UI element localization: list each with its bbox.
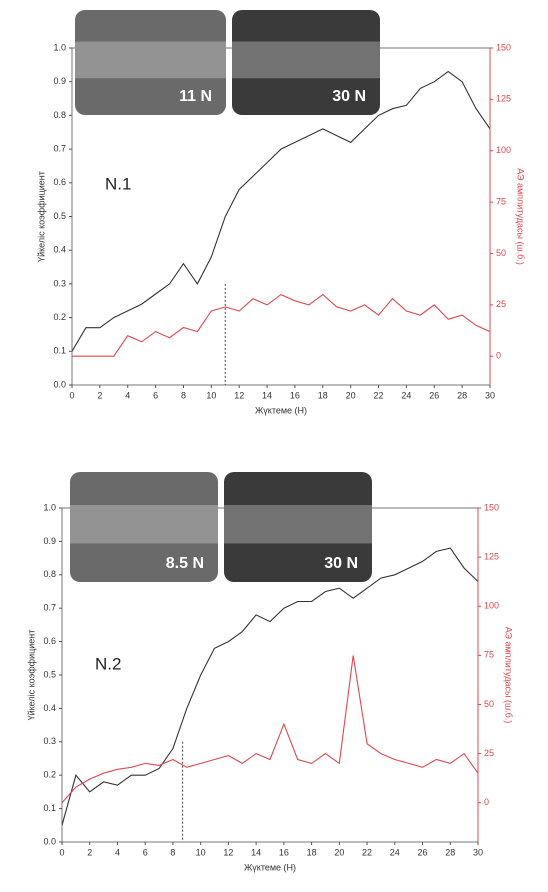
- inset-band: [224, 505, 372, 544]
- x-tick-label: 24: [401, 390, 411, 400]
- y-tick-label: 0.1: [43, 803, 56, 813]
- y-tick-label: 0.4: [43, 703, 56, 713]
- y-tick-label: 0.5: [43, 669, 56, 679]
- x-tick-label: 18: [318, 390, 328, 400]
- x-tick-label: 2: [97, 390, 102, 400]
- series-line: [71, 70, 491, 352]
- x-tick-label: 28: [457, 390, 467, 400]
- y-tick-label: 0.6: [43, 636, 56, 646]
- inset-label: 11 N: [179, 88, 212, 105]
- x-tick-label: 12: [234, 390, 244, 400]
- y2-tick-label: 125: [484, 551, 499, 561]
- x-tick-label: 30: [485, 390, 495, 400]
- x-tick-label: 4: [115, 847, 120, 857]
- y2-tick-label: 125: [496, 94, 511, 104]
- y2-tick-label: 25: [484, 748, 494, 758]
- y-tick-label: 0.9: [43, 536, 56, 546]
- x-tick-label: 0: [69, 390, 74, 400]
- x-tick-label: 8: [170, 847, 175, 857]
- y-tick-label: 0.0: [53, 379, 66, 389]
- x-tick-label: 22: [362, 847, 372, 857]
- y2-tick-label: 0: [496, 351, 501, 361]
- y2-tick-label: 50: [484, 699, 494, 709]
- y2-tick-label: 150: [496, 42, 511, 52]
- y-tick-label: 0.9: [53, 76, 66, 86]
- series-line: [61, 655, 479, 804]
- x-tick-label: 6: [153, 390, 158, 400]
- y2-tick-label: 75: [484, 650, 494, 660]
- y-tick-label: 0.5: [53, 211, 66, 221]
- x-tick-label: 6: [143, 847, 148, 857]
- inset-label: 8.5 N: [166, 555, 204, 572]
- inset-band: [70, 505, 218, 544]
- y2-axis-title: АЭ амплитудасы (ш.б.): [504, 627, 514, 724]
- y-axis-title: Үйкеліс коэффициент: [26, 630, 36, 721]
- y-tick-label: 0.7: [43, 603, 56, 613]
- x-tick-label: 12: [223, 847, 233, 857]
- y2-tick-label: 75: [496, 196, 506, 206]
- x-tick-label: 4: [125, 390, 130, 400]
- y-tick-label: 0.6: [53, 177, 66, 187]
- x-tick-label: 10: [196, 847, 206, 857]
- inset-band: [232, 41, 380, 79]
- x-tick-label: 20: [334, 847, 344, 857]
- y2-tick-label: 25: [496, 299, 506, 309]
- y2-tick-label: 150: [484, 502, 499, 512]
- series-line: [72, 293, 491, 357]
- y-tick-label: 1.0: [53, 42, 66, 52]
- y-tick-label: 0.8: [53, 110, 66, 120]
- chart-annotation: N.2: [95, 654, 121, 673]
- y2-axis-title: АЭ амплитудасы (ш.б.): [516, 168, 526, 265]
- x-tick-label: 22: [374, 390, 384, 400]
- y-tick-label: 0.4: [53, 245, 66, 255]
- y-tick-label: 0.2: [53, 312, 66, 322]
- chart-annotation: N.1: [105, 174, 131, 193]
- x-tick-label: 14: [251, 847, 261, 857]
- y-axis-title: Үйкеліс коэффициент: [36, 171, 46, 262]
- inset-band: [75, 41, 226, 79]
- x-axis-title: Жүктеме (Н): [255, 405, 307, 415]
- y-tick-label: 0.7: [53, 143, 66, 153]
- inset-label: 30 N: [332, 88, 366, 105]
- x-tick-label: 24: [390, 847, 400, 857]
- inset-label: 30 N: [324, 555, 358, 572]
- x-tick-label: 14: [262, 390, 272, 400]
- x-tick-label: 16: [279, 847, 289, 857]
- x-tick-label: 10: [206, 390, 216, 400]
- y-tick-label: 0.2: [43, 770, 56, 780]
- x-tick-label: 20: [346, 390, 356, 400]
- y-tick-label: 0.3: [43, 736, 56, 746]
- x-tick-label: 8: [181, 390, 186, 400]
- x-tick-label: 30: [473, 847, 483, 857]
- y-tick-label: 0.1: [53, 346, 66, 356]
- x-tick-label: 26: [429, 390, 439, 400]
- x-tick-label: 18: [307, 847, 317, 857]
- x-axis-title: Жүктеме (Н): [244, 862, 296, 872]
- series-line: [61, 547, 479, 826]
- y2-tick-label: 0: [484, 797, 489, 807]
- x-tick-label: 26: [418, 847, 428, 857]
- y-tick-label: 0.8: [43, 569, 56, 579]
- y-tick-label: 0.3: [53, 278, 66, 288]
- x-tick-label: 16: [290, 390, 300, 400]
- x-tick-label: 0: [59, 847, 64, 857]
- y-tick-label: 1.0: [43, 502, 56, 512]
- x-tick-label: 28: [445, 847, 455, 857]
- y2-tick-label: 100: [496, 145, 511, 155]
- y2-tick-label: 50: [496, 248, 506, 258]
- y-tick-label: 0.0: [43, 836, 56, 846]
- y2-tick-label: 100: [484, 601, 499, 611]
- x-tick-label: 2: [87, 847, 92, 857]
